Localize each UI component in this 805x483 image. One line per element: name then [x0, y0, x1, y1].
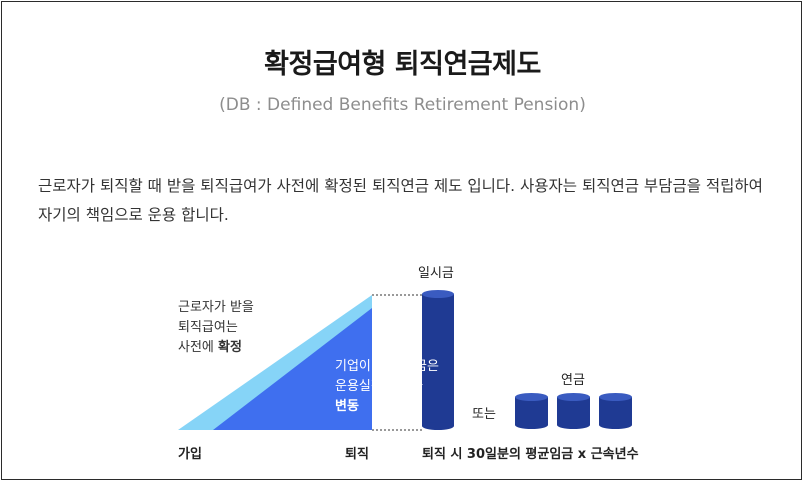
lump-sum-cylinder-icon: [422, 290, 454, 430]
employer-note-bold: 변동: [335, 399, 359, 414]
formula-text: 퇴직 시 30일분의 평균임금 x 근속년수: [422, 447, 639, 462]
label-retire: 퇴직: [345, 447, 369, 462]
employer-contribution-area: [213, 308, 372, 430]
pension-cylinder-icon: [557, 393, 590, 429]
label-lump-sum: 일시금: [418, 266, 454, 281]
description-text: 근로자가 퇴직할 때 받을 퇴직급여가 사전에 확정된 퇴직연금 제도 입니다.…: [38, 177, 763, 224]
employee-note-line3: 사전에 확정: [178, 338, 254, 358]
employee-note-prefix: 사전에: [178, 340, 219, 355]
label-or: 또는: [472, 407, 496, 422]
label-pension: 연금: [561, 373, 585, 388]
employee-note-line2: 퇴직급여는: [178, 320, 238, 335]
page-subtitle: (DB : Defined Benefits Retirement Pensio…: [219, 95, 586, 115]
employee-note-bold: 확정: [218, 340, 242, 355]
label-join: 가입: [178, 447, 202, 462]
page-title: 확정급여형 퇴직연금제도: [264, 49, 541, 80]
employer-note-line2: 운용실적에 따라: [335, 379, 423, 394]
employee-note: 근로자가 받을 퇴직급여는 사전에 확정: [178, 298, 254, 358]
employer-note-line1: 기업이 낼 부담금은: [335, 359, 439, 374]
pension-cylinder-icon: [599, 393, 632, 429]
employer-note-line3: 변동: [335, 397, 439, 417]
employer-note: 기업이 낼 부담금은 운용실적에 따라 변동: [335, 357, 439, 417]
pension-cylinder-icon: [515, 393, 548, 429]
employee-note-line1: 근로자가 받을: [178, 300, 254, 315]
